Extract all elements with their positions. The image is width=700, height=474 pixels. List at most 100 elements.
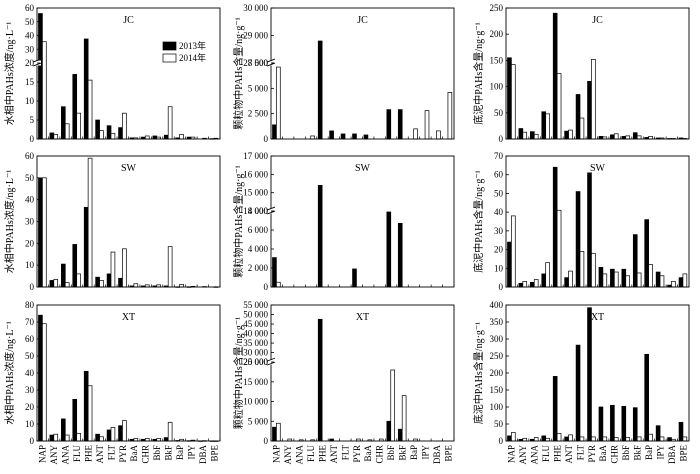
- bar-sw_particle-2013年-NAP: [272, 257, 277, 288]
- bar-sw_sediment-2014年-BkF: [636, 272, 642, 288]
- y-axis-label: 底泥中PAHs含量/ng·g⁻¹: [472, 170, 485, 272]
- y-tick-label: 14 000: [243, 206, 268, 216]
- bar-jc_sediment-2013年-ANY: [518, 128, 524, 140]
- bar-sw_water-2014年-PHE: [87, 157, 93, 288]
- bar-sw_sediment-2013年-BaA: [598, 267, 604, 288]
- bar-xt_sediment-2014年-BPE: [682, 436, 688, 442]
- plot-frame: [505, 7, 690, 140]
- bar-xt_water-2013年-PHE: [83, 370, 89, 442]
- bar-xt_particle-2013年-PHE: [317, 318, 323, 442]
- bar-sw_sediment-2013年-ANT: [564, 277, 569, 288]
- y-tick-label: 50: [25, 173, 35, 183]
- bar-sw_water-2014年-FLT: [110, 251, 116, 288]
- y-tick-label: 300: [490, 334, 504, 344]
- bar-sw_water-2014年-BkF: [167, 246, 173, 288]
- bar-xt_sediment-2014年-ANT: [568, 434, 573, 442]
- bar-jc_sediment-2013年-PHE: [552, 12, 558, 140]
- y-tick-label: 0: [30, 436, 35, 446]
- x-tick-label: PHE: [552, 445, 562, 463]
- bar-sw_sediment-2013年-BaP: [644, 219, 649, 288]
- bar-sw_sediment-2014年-ANT: [568, 270, 573, 288]
- bar-jc_particle-2013年-PYR: [352, 133, 357, 140]
- chart-jc_water: 0 5 10 15 20 30 40 50 60 JC 水相中PAHs浓度/ng·L⁻¹ 2013年2…: [3, 3, 221, 144]
- bar-sw_water-2014年-NAP: [42, 177, 47, 288]
- y-tick-label: 400: [490, 300, 504, 310]
- x-tick-label: PYR: [352, 445, 362, 463]
- bar-xt_sediment-2014年-BaP: [648, 433, 653, 442]
- bar-sw_sediment-2014年-IPY: [659, 275, 665, 288]
- y-tick-label: 0: [264, 282, 269, 292]
- x-tick-label: BaP: [175, 445, 185, 460]
- bar-sw_sediment-2013年-FLU: [541, 273, 547, 288]
- x-tick-label: ANY: [283, 445, 293, 465]
- bar-xt_particle-2013年-BkF: [397, 428, 403, 442]
- bar-sw_sediment-2013年-CHR: [610, 268, 615, 288]
- bar-sw_water-2014年-FLU: [76, 273, 81, 288]
- bar-sw_water-2013年-ANT: [95, 276, 100, 288]
- y-tick-label: 15: [25, 77, 35, 87]
- bar-jc_water-2013年-FLU: [72, 74, 78, 140]
- y-tick-label: 40: [25, 195, 35, 205]
- y-tick-label: 4 000: [248, 244, 269, 254]
- bar-jc_particle-2014年-IPY: [424, 110, 430, 140]
- y-tick-label: 30: [25, 44, 35, 54]
- x-tick-label: CHR: [141, 445, 151, 464]
- bar-sw_sediment-2013年-BkF: [632, 234, 638, 288]
- bar-xt_water-2013年-FLU: [72, 399, 78, 442]
- bar-xt_water-2014年-FLU: [76, 433, 81, 442]
- bar-sw_sediment-2014年-NAP: [511, 215, 516, 288]
- bar-jc_sediment-2013年-ANT: [564, 130, 569, 140]
- axis-break-mark: [266, 206, 276, 211]
- x-tick-label: BaP: [409, 445, 419, 460]
- bar-sw_sediment-2014年-PYR: [591, 252, 596, 288]
- x-tick-label: BbF: [386, 445, 396, 461]
- bar-xt_water-2014年-FLT: [110, 427, 116, 442]
- y-tick-label: 35 000: [243, 338, 268, 348]
- panel-title: JC: [357, 15, 368, 26]
- x-tick-label: CHR: [375, 445, 385, 464]
- x-tick-label: BkF: [398, 445, 408, 461]
- y-tick-label: 30: [494, 226, 504, 236]
- bar-jc_particle-2013年-BkF: [397, 109, 403, 140]
- bar-sw_water-2013年-FLU: [72, 244, 78, 288]
- bar-xt_water-2013年-ANA: [61, 418, 66, 442]
- y-tick-label: 5 000: [248, 83, 269, 93]
- bar-sw_sediment-2014年-PHE: [556, 209, 562, 288]
- bar-sw_sediment-2013年-BPE: [678, 277, 684, 288]
- bar-jc_sediment-2014年-BkF: [636, 135, 642, 140]
- y-tick-label: 100: [490, 82, 504, 92]
- bar-jc_sediment-2014年-PYR: [591, 58, 596, 140]
- bar-sw_sediment-2014年-BaP: [648, 264, 653, 288]
- y-axis-label: 水相中PAHs浓度/ng·L⁻¹: [3, 321, 16, 424]
- y-tick-label: 150: [490, 385, 504, 395]
- x-tick-label: NAP: [272, 445, 282, 463]
- y-tick-label: 20 000: [243, 357, 268, 367]
- axis-break-mark: [266, 357, 276, 362]
- y-tick-label: 0: [499, 282, 504, 292]
- bar-xt_sediment-2013年-BkF: [632, 407, 638, 442]
- panel-title: JC: [592, 15, 603, 26]
- y-tick-label: 5: [30, 115, 35, 125]
- y-tick-label: 0: [499, 134, 504, 144]
- bar-xt_particle-2014年-NAP: [276, 422, 281, 442]
- y-tick-label: 80: [25, 300, 35, 310]
- bar-xt_water-2013年-NAP: [38, 314, 43, 442]
- bar-jc_particle-2014年-BaP: [413, 128, 418, 140]
- y-tick-label: 30: [25, 385, 35, 395]
- x-tick-label: ANT: [95, 445, 105, 464]
- axis-break-mark: [32, 62, 42, 67]
- y-tick-label: 0: [30, 134, 35, 144]
- y-tick-label: 30: [25, 217, 35, 227]
- y-tick-label: 40: [25, 31, 35, 41]
- bar-sw_particle-2013年-BbF: [386, 211, 392, 288]
- bar-jc_water-2014年-PHE: [87, 79, 93, 140]
- y-tick-label: 50: [494, 419, 504, 429]
- bar-xt_sediment-2013年-FLT: [575, 344, 581, 442]
- y-tick-label: 100: [490, 402, 504, 412]
- bar-sw_sediment-2013年-PYR: [587, 172, 592, 288]
- bar-sw_particle-2013年-PHE: [317, 184, 323, 288]
- x-tick-label: PHE: [317, 445, 327, 463]
- y-axis-label: 颗粒物中PAHs含量/ng·g⁻¹: [232, 165, 245, 277]
